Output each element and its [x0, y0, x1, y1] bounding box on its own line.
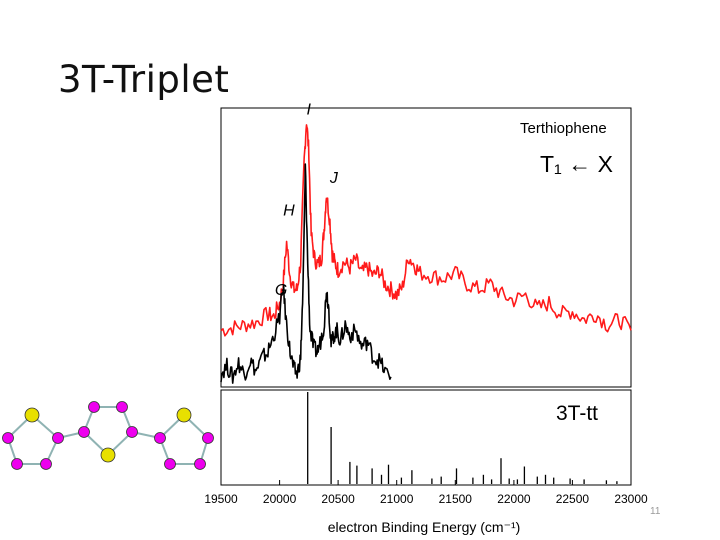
carbon-atom-9 — [126, 426, 138, 438]
carbon-atom-13 — [194, 458, 206, 470]
peak-labels-group: G H I J — [275, 102, 339, 299]
carbon-atom-12 — [164, 458, 176, 470]
stick-spectrum-group — [307, 392, 618, 484]
spectrum-line-experimental — [220, 124, 632, 337]
carbon-atom-8 — [116, 401, 128, 413]
peak-label-G: G — [275, 282, 287, 299]
x-axis-ticks-group: 19500 20000 20500 21000 21500 22000 22500 23000 — [204, 480, 648, 506]
x-tick-label-20000: 20000 — [263, 492, 297, 506]
sulfur-atom-10 — [176, 407, 192, 423]
peak-label-H: H — [283, 203, 295, 220]
top-panel-frame — [220, 107, 632, 388]
x-tick-label-21000: 21000 — [380, 492, 414, 506]
carbon-atom-11 — [154, 432, 166, 444]
x-axis-label: electron Binding Energy (cm⁻¹) — [328, 519, 521, 535]
carbon-atom-7 — [88, 401, 100, 413]
carbon-atom-1 — [52, 432, 64, 444]
carbon-atom-3 — [11, 458, 23, 470]
spectrum-line-calculated — [220, 163, 392, 384]
carbon-atom-14 — [202, 432, 214, 444]
x-tick-label-19500: 19500 — [204, 492, 238, 506]
sulfur-atom-0 — [24, 407, 40, 423]
peak-label-I: I — [307, 102, 312, 119]
x-tick-label-23000: 23000 — [614, 492, 648, 506]
sulfur-atom-5 — [100, 447, 116, 463]
x-tick-label-22500: 22500 — [556, 492, 590, 506]
carbon-atom-4 — [2, 432, 14, 444]
carbon-atom-6 — [78, 426, 90, 438]
terthiophene-molecule — [2, 401, 214, 470]
x-tick-label-21500: 21500 — [439, 492, 473, 506]
x-tick-label-20500: 20500 — [321, 492, 355, 506]
top-panel-title: Terthiophene — [520, 120, 607, 137]
bottom-panel-title: 3T-tt — [556, 402, 598, 425]
bottom-panel-frame — [220, 389, 632, 486]
slide-title: 3T-Triplet — [58, 58, 230, 101]
peak-label-J: J — [329, 170, 339, 187]
carbon-atom-2 — [40, 458, 52, 470]
slide-number: 11 — [650, 506, 661, 517]
x-tick-label-22000: 22000 — [497, 492, 531, 506]
top-panel-subtitle: T₁ ← X — [540, 151, 613, 177]
top-series-group — [220, 124, 632, 384]
